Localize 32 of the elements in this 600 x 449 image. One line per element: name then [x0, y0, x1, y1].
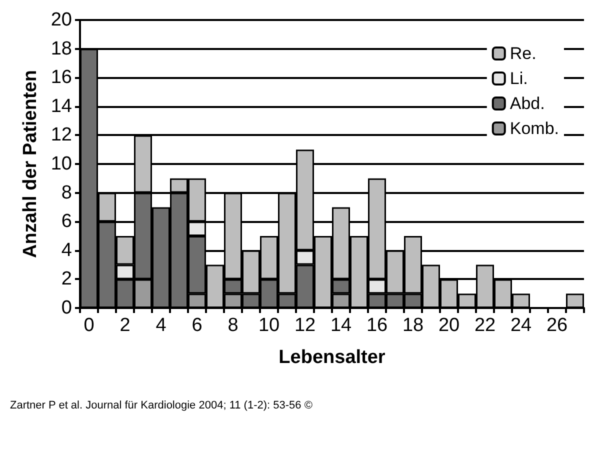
x-tick-label: 20	[438, 315, 460, 336]
legend-label: Abd.	[510, 94, 545, 113]
y-tick-label: 16	[50, 67, 72, 88]
y-tick-label: 8	[61, 182, 72, 204]
x-tick-label: 2	[120, 315, 130, 336]
y-tick-label: 10	[50, 154, 72, 174]
y-tick-label: 6	[61, 211, 72, 232]
y-tick-label: 0	[61, 298, 72, 318]
y-tick-label: 20	[50, 10, 72, 30]
x-tick-label: 26	[546, 315, 568, 336]
y-tick-label: 4	[61, 240, 72, 261]
legend-label: Komb.	[510, 119, 560, 138]
text: Zartner P et al. Journal für Kardiologie 2004; 11 (1-2): 53-56 ©	[10, 400, 312, 412]
x-tick-label: 8	[228, 315, 238, 336]
x-tick-label: 6	[192, 315, 202, 336]
x-tick-label: 14	[330, 315, 352, 336]
y-tick-label: 14	[50, 96, 72, 117]
y-tick-label: 18	[50, 38, 72, 60]
x-tick-label: 4	[156, 315, 167, 336]
x-tick-label: 16	[366, 315, 388, 336]
legend-label: Li.	[510, 69, 528, 88]
x-tick-label: 22	[474, 315, 496, 336]
y-axis-title: Anzahl der Patienten	[20, 70, 41, 258]
legend-label: Re.	[510, 44, 536, 63]
x-tick-label: 0	[84, 315, 94, 336]
y-tick-label: 12	[50, 124, 72, 146]
x-tick-label: 24	[510, 315, 532, 336]
x-tick-label: 18	[402, 315, 424, 336]
y-tick-label: 2	[61, 268, 72, 290]
x-tick-label: 12	[294, 315, 316, 336]
x-tick-label: 10	[258, 315, 280, 336]
x-axis-title: Lebensalter	[278, 347, 386, 368]
